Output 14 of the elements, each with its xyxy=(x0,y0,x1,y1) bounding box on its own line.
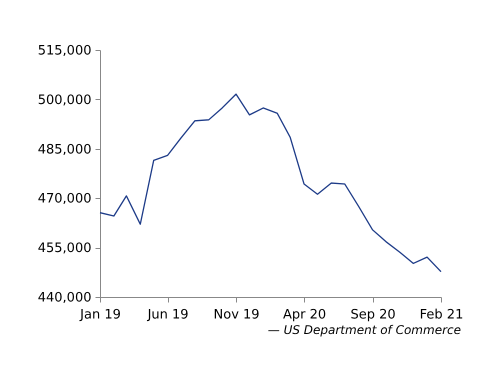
text: — US Department of Commerce xyxy=(268,323,461,337)
x-tick-label: Feb 21 xyxy=(420,308,464,322)
line-series xyxy=(99,93,442,272)
x-tick-label: Nov 19 xyxy=(214,308,260,322)
y-tick-label: 500,000 xyxy=(38,92,92,108)
x-tick-label: Apr 20 xyxy=(282,308,326,322)
x-tick-label: Jan 19 xyxy=(79,308,121,322)
y-tick-label: 455,000 xyxy=(38,241,92,256)
x-tick-label: Sep 20 xyxy=(350,308,396,322)
x-tick-label: Jun 19 xyxy=(146,308,189,322)
y-tick-label: 515,000 xyxy=(38,44,92,58)
y-tick-label: 485,000 xyxy=(38,142,92,158)
y-tick-label: 470,000 xyxy=(38,192,92,207)
y-tick-label: 440,000 xyxy=(38,290,92,306)
